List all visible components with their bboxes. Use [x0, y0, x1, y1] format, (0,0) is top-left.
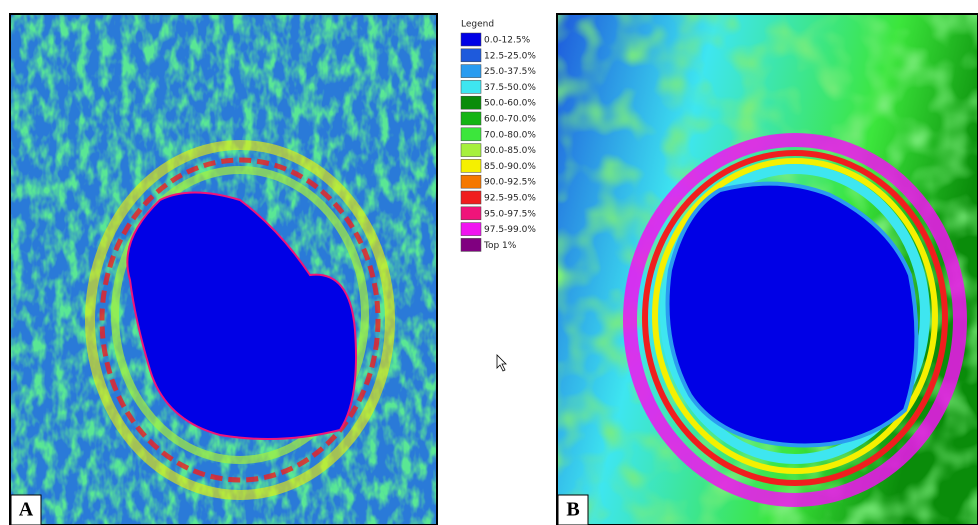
legend-label: 90.0-92.5% — [484, 178, 536, 188]
legend-label: 0.0-12.5% — [484, 36, 531, 46]
legend-swatch — [461, 49, 481, 62]
legend-swatch — [461, 159, 481, 172]
legend-label: 37.5-50.0% — [484, 83, 536, 93]
legend-swatch — [461, 207, 481, 220]
page: A B Legend 0.0-12.5% 12.5-25.0% 25.0-37.5%… — [0, 0, 978, 525]
legend-swatch — [461, 238, 481, 251]
legend: 0.0-12.5% 12.5-25.0% 25.0-37.5% 37.5-50.0% 5… — [461, 33, 536, 251]
legend-swatch — [461, 112, 481, 125]
cursor — [497, 355, 506, 371]
legend-label: 95.0-97.5% — [484, 209, 536, 219]
legend-swatch — [461, 223, 481, 236]
legend-label: 12.5-25.0% — [484, 51, 536, 61]
legend-title: Legend — [461, 20, 494, 30]
map-b — [557, 14, 978, 525]
legend-label: 25.0-37.5% — [484, 67, 536, 77]
legend-swatch — [461, 144, 481, 157]
legend-label: 80.0-85.0% — [484, 146, 536, 156]
legend-swatch — [461, 80, 481, 93]
legend-swatch — [461, 128, 481, 141]
legend-label: 97.5-99.0% — [484, 225, 536, 235]
legend-label: 92.5-95.0% — [484, 194, 536, 204]
legend-swatch — [461, 65, 481, 78]
legend-swatch — [461, 175, 481, 188]
legend-swatch — [461, 96, 481, 109]
legend-swatch — [461, 33, 481, 46]
legend-label: 85.0-90.0% — [484, 162, 536, 172]
legend-swatch — [461, 191, 481, 204]
map-a — [10, 14, 437, 525]
legend-label: 70.0-80.0% — [484, 130, 536, 140]
panel-label: A — [19, 499, 34, 521]
legend-label: 50.0-60.0% — [484, 99, 536, 109]
panel-label: B — [566, 499, 579, 521]
legend-label: Top 1% — [483, 241, 517, 251]
figure: A B Legend 0.0-12.5% 12.5-25.0% 25.0-37.5%… — [0, 0, 978, 525]
legend-label: 60.0-70.0% — [484, 115, 536, 125]
